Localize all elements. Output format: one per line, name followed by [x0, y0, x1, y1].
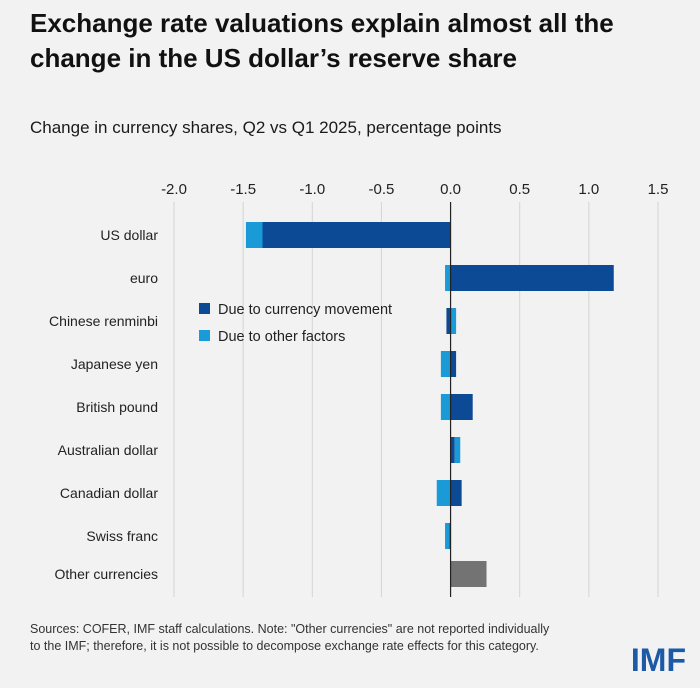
bar-segment [436, 480, 451, 506]
x-tick-label: 0.0 [440, 181, 461, 198]
bar-segment [245, 222, 263, 248]
bar-segment [446, 308, 451, 334]
legend-swatch [199, 303, 210, 314]
legend-label: Due to currency movement [218, 302, 392, 318]
category-label: euro [130, 270, 158, 286]
bar-segment [440, 351, 451, 377]
category-label: Canadian dollar [60, 485, 158, 501]
legend-label: Due to other factors [218, 329, 345, 345]
legend-swatch [199, 330, 210, 341]
x-tick-label: 0.5 [509, 181, 530, 198]
category-label: US dollar [100, 227, 158, 243]
bar-segment [262, 222, 451, 248]
bar-segment [445, 523, 450, 549]
bar-segment [450, 394, 473, 420]
bar-segment [450, 561, 487, 587]
category-label: Australian dollar [58, 442, 159, 458]
category-label: Other currencies [55, 566, 158, 582]
x-tick-label: -2.0 [161, 181, 187, 198]
x-tick-label: -1.5 [230, 181, 256, 198]
bar-segment [450, 265, 614, 291]
source-note: Sources: COFER, IMF staff calculations. … [30, 622, 550, 653]
x-tick-label: -0.5 [368, 181, 394, 198]
category-label: Japanese yen [71, 356, 158, 372]
bar-chart: -2.0 -1.5 -1.0 -0.5 0.0 0.5 1.0 1.5 US dollar eur… [49, 181, 669, 597]
bar-segment [450, 308, 457, 334]
bar-segment [454, 437, 461, 463]
category-label: British pound [76, 399, 158, 415]
chart-title: Exchange rate valuations explain almost … [30, 8, 614, 73]
x-tick-label: -1.0 [299, 181, 325, 198]
category-label: Chinese renminbi [49, 313, 158, 329]
chart-subtitle: Change in currency shares, Q2 vs Q1 2025… [30, 118, 502, 137]
bar-segment [440, 394, 451, 420]
bar-segment [449, 523, 451, 549]
x-tick-label: 1.0 [578, 181, 599, 198]
x-tick-label: 1.5 [648, 181, 669, 198]
bar-segment [450, 351, 457, 377]
category-label: Swiss franc [86, 528, 158, 544]
imf-logo: IMF [630, 642, 686, 678]
bar-segment [450, 480, 462, 506]
bar-segment [445, 265, 451, 291]
bar-segment [450, 437, 455, 463]
